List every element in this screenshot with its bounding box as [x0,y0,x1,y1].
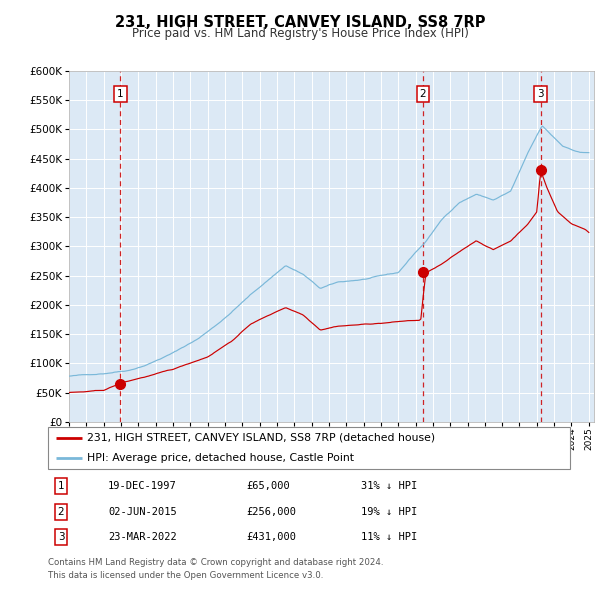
Text: 1: 1 [58,481,64,491]
Text: 19-DEC-1997: 19-DEC-1997 [108,481,177,491]
FancyBboxPatch shape [48,427,570,469]
Text: 3: 3 [58,532,64,542]
Text: 1: 1 [117,89,124,99]
Text: 3: 3 [538,89,544,99]
Text: 19% ↓ HPI: 19% ↓ HPI [361,507,418,517]
Text: £431,000: £431,000 [247,532,296,542]
Text: 2: 2 [58,507,64,517]
Text: 23-MAR-2022: 23-MAR-2022 [108,532,177,542]
Text: £65,000: £65,000 [247,481,290,491]
Text: 31% ↓ HPI: 31% ↓ HPI [361,481,418,491]
Text: 11% ↓ HPI: 11% ↓ HPI [361,532,418,542]
Text: Price paid vs. HM Land Registry's House Price Index (HPI): Price paid vs. HM Land Registry's House … [131,27,469,40]
Text: 231, HIGH STREET, CANVEY ISLAND, SS8 7RP (detached house): 231, HIGH STREET, CANVEY ISLAND, SS8 7RP… [87,432,435,442]
Text: HPI: Average price, detached house, Castle Point: HPI: Average price, detached house, Cast… [87,453,354,463]
Text: 02-JUN-2015: 02-JUN-2015 [108,507,177,517]
Text: 231, HIGH STREET, CANVEY ISLAND, SS8 7RP: 231, HIGH STREET, CANVEY ISLAND, SS8 7RP [115,15,485,30]
Text: £256,000: £256,000 [247,507,296,517]
Text: Contains HM Land Registry data © Crown copyright and database right 2024.: Contains HM Land Registry data © Crown c… [48,558,383,566]
Text: 2: 2 [419,89,426,99]
Text: This data is licensed under the Open Government Licence v3.0.: This data is licensed under the Open Gov… [48,571,323,579]
